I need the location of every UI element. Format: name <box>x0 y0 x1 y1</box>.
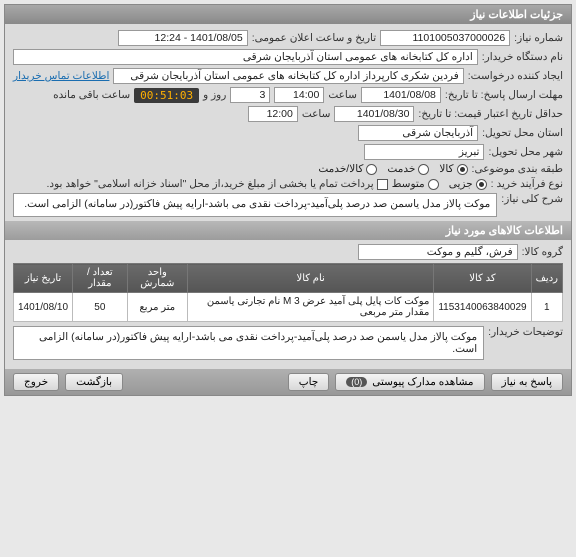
credit-time-label: ساعت <box>302 108 331 120</box>
th-name: نام کالا <box>188 264 434 293</box>
radio-dot-icon <box>457 164 468 175</box>
creator-label: ایجاد کننده درخواست: <box>468 70 563 82</box>
td-name: موکت کات پایل پلی آمید عرض 3 M نام تجارت… <box>188 293 434 322</box>
attachments-button[interactable]: مشاهده مدارک پیوستی (0) <box>335 373 484 391</box>
panel-title: جزئیات اطلاعات نیاز <box>5 5 571 24</box>
respond-button[interactable]: پاسخ به نیاز <box>491 373 563 391</box>
th-qty: تعداد / مقدار <box>73 264 128 293</box>
checkbox-icon <box>377 179 388 190</box>
countdown-timer: 00:51:03 <box>134 88 199 103</box>
radio-dot-icon <box>418 164 429 175</box>
print-button[interactable]: چاپ <box>288 373 330 391</box>
table-header-row: ردیف کد کالا نام کالا واحد شمارش تعداد /… <box>14 264 563 293</box>
credit-date: 1401/08/30 <box>334 106 414 122</box>
group-label: گروه کالا: <box>522 246 563 258</box>
radio-goods[interactable]: کالا <box>439 163 467 175</box>
radio-low[interactable]: جزیی <box>449 178 487 190</box>
summary-label: شرح کلی نیاز: <box>501 193 563 205</box>
radio-goods-label: کالا <box>439 163 453 175</box>
province-value: آذربایجان شرقی <box>358 125 478 141</box>
td-code: 1153140063840029 <box>434 293 531 322</box>
radio-service-label: خدمت <box>387 163 415 175</box>
treasury-check[interactable]: پرداخت تمام یا بخشی از مبلغ خرید،از محل … <box>47 178 388 190</box>
credit-label: حداقل تاریخ اعتبار قیمت: تا تاریخ: <box>418 108 563 120</box>
details-panel: جزئیات اطلاعات نیاز شماره نیاز: 11010050… <box>4 4 572 396</box>
th-unit: واحد شمارش <box>127 264 187 293</box>
deadline-send-time: 14:00 <box>274 87 324 103</box>
buyer-label: نام دستگاه خریدار: <box>482 51 563 63</box>
radio-both[interactable]: کالا/خدمت <box>318 163 377 175</box>
td-qty: 50 <box>73 293 128 322</box>
province-label: استان محل تحویل: <box>482 127 563 139</box>
exit-button[interactable]: خروج <box>13 373 59 391</box>
buyer-value: اداره کل کتابخانه های عمومی استان آذربای… <box>13 49 478 65</box>
category-radio-group: کالا خدمت کالا/خدمت <box>318 163 467 175</box>
radio-mid[interactable]: متوسط <box>392 178 439 190</box>
treasury-note: پرداخت تمام یا بخشی از مبلغ خرید،از محل … <box>47 178 374 190</box>
city-label: شهر محل تحویل: <box>488 146 563 158</box>
td-date: 1401/08/10 <box>14 293 73 322</box>
need-no-label: شماره نیاز: <box>514 32 563 44</box>
purchase-type-radio-group: جزیی متوسط <box>392 178 487 190</box>
items-section-title: اطلاعات کالاهای مورد نیاز <box>5 221 571 240</box>
announce-label: تاریخ و ساعت اعلان عمومی: <box>252 32 376 44</box>
deadline-days: 3 <box>230 87 270 103</box>
radio-low-label: جزیی <box>449 178 473 190</box>
th-code: کد کالا <box>434 264 531 293</box>
deadline-send-date: 1401/08/08 <box>361 87 441 103</box>
deadline-time-label: ساعت <box>328 89 357 101</box>
deadline-send-label: مهلت ارسال پاسخ: تا تاریخ: <box>445 89 563 101</box>
attachments-count: (0) <box>346 377 367 387</box>
radio-both-label: کالا/خدمت <box>318 163 363 175</box>
td-row: 1 <box>531 293 562 322</box>
radio-mid-label: متوسط <box>392 178 425 190</box>
category-label: طبقه بندی موضوعی: <box>472 163 563 175</box>
summary-value: موکت پالاز مدل یاسمن صد درصد پلی‌آمید-پر… <box>13 193 497 217</box>
back-button[interactable]: بازگشت <box>65 373 123 391</box>
th-row: ردیف <box>531 264 562 293</box>
city-value: تبریز <box>364 144 484 160</box>
need-no-value: 1101005037000026 <box>380 30 510 46</box>
timer-suffix: ساعت باقی مانده <box>53 89 130 101</box>
td-unit: متر مربع <box>127 293 187 322</box>
buyer-notes-label: توضیحات خریدار: <box>488 326 563 338</box>
announce-value: 1401/08/05 - 12:24 <box>118 30 248 46</box>
purchase-type-label: نوع فرآیند خرید : <box>491 178 563 190</box>
panel-body: شماره نیاز: 1101005037000026 تاریخ و ساع… <box>5 24 571 369</box>
buyer-notes-value: موکت پالاز مدل یاسمن صد درصد پلی‌آمید-پر… <box>13 326 484 360</box>
items-table: ردیف کد کالا نام کالا واحد شمارش تعداد /… <box>13 263 563 322</box>
contact-link[interactable]: اطلاعات تماس خریدار <box>13 70 109 82</box>
deadline-days-label: روز و <box>203 89 226 101</box>
attachments-label: مشاهده مدارک پیوستی <box>372 376 473 388</box>
radio-dot-icon <box>366 164 377 175</box>
radio-service[interactable]: خدمت <box>387 163 429 175</box>
radio-dot-icon <box>476 179 487 190</box>
radio-dot-icon <box>428 179 439 190</box>
th-date: تاریخ نیاز <box>14 264 73 293</box>
footer-bar: پاسخ به نیاز مشاهده مدارک پیوستی (0) چاپ… <box>5 369 571 395</box>
credit-time: 12:00 <box>248 106 298 122</box>
table-row: 1 1153140063840029 موکت کات پایل پلی آمی… <box>14 293 563 322</box>
group-value: فرش، گلیم و موکت <box>358 244 518 260</box>
creator-value: فردین شکری کارپرداز اداره کل کتابخانه ها… <box>113 68 463 84</box>
